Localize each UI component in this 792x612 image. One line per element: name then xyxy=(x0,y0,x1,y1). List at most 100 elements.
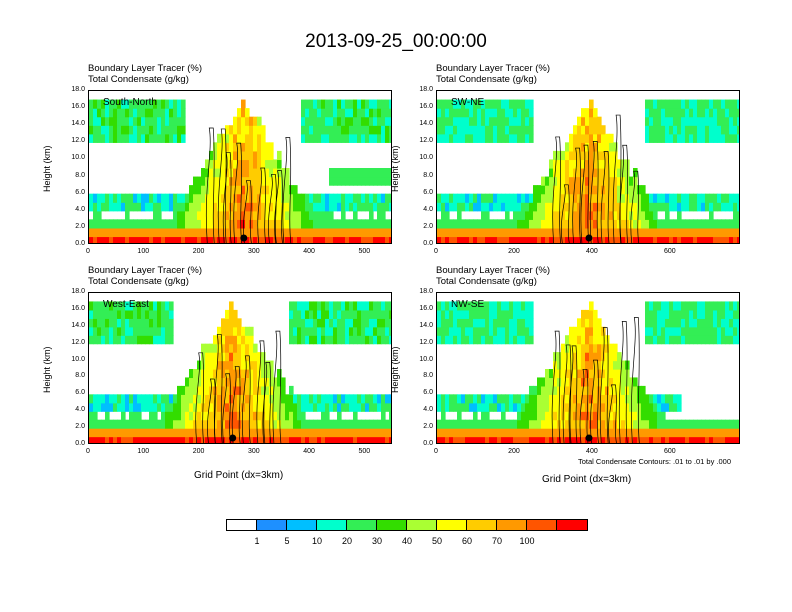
x-tick-label: 200 xyxy=(192,448,205,455)
heatmap-cell xyxy=(389,108,391,118)
heatmap-cell xyxy=(525,99,530,109)
heatmap-cell xyxy=(721,116,726,126)
heatmap-cell xyxy=(265,219,270,229)
heatmap-cell xyxy=(185,377,190,387)
heatmap-cell xyxy=(577,125,582,135)
heatmap-cell xyxy=(673,301,678,311)
heatmap-cell xyxy=(629,193,634,203)
heatmap-cell xyxy=(101,99,106,109)
heatmap-cell xyxy=(477,202,482,212)
heatmap-cell xyxy=(609,133,614,143)
heatmap-cell xyxy=(289,301,294,311)
heatmap-cell xyxy=(649,108,654,118)
heatmap-svg xyxy=(437,301,739,443)
heatmap-cell xyxy=(237,133,242,143)
heatmap-cell xyxy=(621,360,626,370)
heatmap-cell xyxy=(693,309,698,319)
heatmap-cell xyxy=(121,236,126,243)
heatmap-cell xyxy=(697,236,702,243)
heatmap-cell xyxy=(217,210,222,220)
heatmap-cell xyxy=(565,419,570,429)
heatmap-cell xyxy=(625,419,630,429)
heatmap-cell xyxy=(341,326,346,336)
heatmap-cell xyxy=(177,108,182,118)
condensate-contour xyxy=(195,352,205,443)
heatmap-cell xyxy=(149,125,154,135)
heatmap-cell xyxy=(389,168,391,178)
heatmap-cell xyxy=(717,236,722,243)
heatmap-cell xyxy=(725,428,730,438)
heatmap-cell xyxy=(581,219,586,229)
heatmap-cell xyxy=(345,236,350,243)
heatmap-cell xyxy=(169,236,174,243)
heatmap-cell xyxy=(297,309,302,319)
heatmap-cell xyxy=(229,318,234,328)
heatmap-cell xyxy=(341,419,346,429)
heatmap-cell xyxy=(141,301,146,311)
heatmap-cell xyxy=(649,133,654,143)
heatmap-cell xyxy=(461,193,466,203)
heatmap-cell xyxy=(189,236,194,243)
heatmap-cell xyxy=(193,377,198,387)
heatmap-cell xyxy=(157,108,162,118)
heatmap-cell xyxy=(629,377,634,387)
y-tick-label: 4.0 xyxy=(75,406,85,414)
heatmap-cell xyxy=(617,202,622,212)
heatmap-cell xyxy=(677,428,682,438)
heatmap-cell xyxy=(581,150,586,161)
heatmap-cell xyxy=(265,402,270,412)
heatmap-cell xyxy=(309,428,314,438)
heatmap-cell xyxy=(281,436,286,443)
heatmap-cell xyxy=(693,335,698,345)
heatmap-cell xyxy=(313,210,318,220)
heatmap-cell xyxy=(169,133,174,143)
heatmap-cell xyxy=(129,419,134,429)
heatmap-cell xyxy=(101,419,106,429)
heatmap-cell xyxy=(681,428,686,438)
heatmap-cell xyxy=(269,168,274,178)
heatmap-cell xyxy=(709,335,714,345)
heatmap-cell xyxy=(441,116,446,126)
panel-subtitle-condensate: Total Condensate (g/kg) xyxy=(88,276,189,287)
heatmap-cell xyxy=(309,193,314,203)
heatmap-cell xyxy=(713,419,718,429)
heatmap-cell xyxy=(481,133,486,143)
heatmap-cell xyxy=(553,202,558,212)
heatmap-cell xyxy=(325,219,330,229)
heatmap-cell xyxy=(285,185,290,195)
heatmap-cell xyxy=(637,185,642,195)
heatmap-cell xyxy=(233,193,238,203)
heatmap-cell xyxy=(525,402,530,412)
heatmap-cell xyxy=(701,219,706,229)
heatmap-cell xyxy=(593,360,598,370)
heatmap-cell xyxy=(481,309,486,319)
heatmap-cell xyxy=(665,309,670,319)
heatmap-cell xyxy=(629,394,634,404)
heatmap-cell xyxy=(693,301,698,311)
heatmap-cell xyxy=(217,202,222,212)
heatmap-cell xyxy=(665,335,670,345)
heatmap-cell xyxy=(329,419,334,429)
heatmap-cell xyxy=(245,108,250,118)
heatmap-cell xyxy=(673,202,678,212)
heatmap-cell xyxy=(497,318,502,328)
heatmap-cell xyxy=(641,227,646,238)
heatmap-cell xyxy=(581,352,586,362)
heatmap-cell xyxy=(305,394,310,404)
panel-subtitle-condensate: Total Condensate (g/kg) xyxy=(436,276,537,287)
heatmap-cell xyxy=(689,419,694,429)
heatmap-cell xyxy=(481,219,486,229)
heatmap-cell xyxy=(641,185,646,195)
heatmap-cell xyxy=(245,326,250,336)
heatmap-cell xyxy=(121,419,126,429)
heatmap-cell xyxy=(325,411,330,421)
heatmap-cell xyxy=(229,385,234,395)
heatmap-cell xyxy=(453,133,458,143)
heatmap-cell xyxy=(729,236,734,243)
heatmap-cell xyxy=(177,402,182,412)
heatmap-cell xyxy=(581,227,586,238)
heatmap-cell xyxy=(309,309,314,319)
heatmap-cell xyxy=(465,335,470,345)
heatmap-cell xyxy=(229,227,234,238)
heatmap-cell xyxy=(661,227,666,238)
